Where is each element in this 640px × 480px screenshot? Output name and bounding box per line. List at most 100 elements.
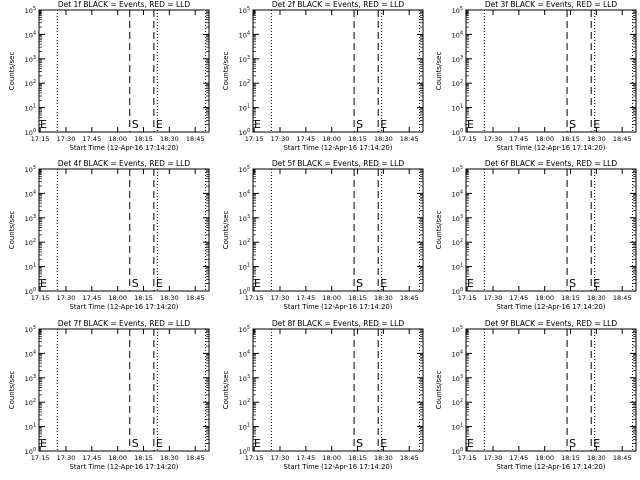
x-tick-label: 18:15 [134, 454, 153, 462]
marker-label-e: E [156, 118, 163, 131]
y-tick-label: 101 [239, 104, 250, 113]
y-axis-label: Counts/sec [8, 371, 16, 410]
y-tick-label: 105 [452, 325, 463, 334]
chart-title: Det 7f BLACK = Events, RED = LLD [58, 319, 191, 328]
y-axis-label: Counts/sec [222, 371, 230, 410]
marker-label-s: S [569, 277, 576, 290]
marker-label-e: E [467, 118, 474, 131]
y-tick-label: 102 [239, 398, 250, 407]
x-tick-label: 17:45 [509, 135, 528, 143]
y-tick-label: 105 [25, 165, 36, 174]
plot-frame [465, 9, 637, 133]
y-tick-label: 104 [452, 30, 463, 39]
x-tick-label: 17:30 [57, 294, 76, 302]
plot-frame [38, 9, 210, 133]
y-tick-label: 100 [452, 128, 463, 137]
x-tick-label: 18:30 [160, 454, 179, 462]
chart-title: Det 9f BLACK = Events, RED = LLD [485, 319, 618, 328]
plot-frame [252, 9, 424, 133]
y-axis-label: Counts/sec [435, 371, 443, 410]
y-tick-label: 104 [452, 189, 463, 198]
x-tick-label: 17:30 [484, 135, 503, 143]
x-axis-label: Start Time (12-Apr-16 17:14:20) [70, 463, 179, 471]
y-tick-label: 105 [239, 165, 250, 174]
x-tick-label: 18:00 [108, 454, 127, 462]
marker-label-s: S [132, 118, 139, 131]
detector-chart-8: Det 8f BLACK = Events, RED = LLD Counts/s… [222, 319, 424, 471]
x-tick-label: 17:15 [458, 294, 477, 302]
y-tick-label: 104 [239, 349, 250, 358]
y-axis-label: Counts/sec [222, 52, 230, 91]
plot-frame [252, 168, 424, 292]
y-tick-label: 104 [452, 349, 463, 358]
x-tick-label: 18:45 [400, 454, 419, 462]
x-tick-label: 17:15 [245, 294, 264, 302]
chart-title: Det 3f BLACK = Events, RED = LLD [485, 0, 618, 9]
x-tick-label: 18:30 [374, 454, 393, 462]
x-tick-label: 17:15 [31, 454, 50, 462]
x-tick-label: 18:30 [160, 135, 179, 143]
x-tick-label: 18:45 [186, 135, 205, 143]
y-tick-label: 103 [25, 214, 36, 223]
x-axis-label: Start Time (12-Apr-16 17:14:20) [70, 144, 179, 152]
marker-label-e: E [40, 277, 47, 290]
x-tick-label: 18:00 [535, 294, 554, 302]
marker-label-s: S [132, 437, 139, 450]
y-tick-label: 103 [239, 55, 250, 64]
y-tick-label: 100 [25, 128, 36, 137]
x-tick-label: 18:15 [561, 454, 580, 462]
x-tick-label: 17:45 [296, 294, 315, 302]
y-tick-label: 100 [452, 287, 463, 296]
marker-label-e: E [380, 437, 387, 450]
marker-label-e: E [254, 277, 261, 290]
detector-chart-1: Det 1f BLACK = Events, RED = LLD Counts/s… [8, 0, 210, 152]
x-tick-label: 18:30 [587, 454, 606, 462]
y-tick-label: 105 [239, 325, 250, 334]
marker-label-e: E [156, 277, 163, 290]
x-tick-label: 18:15 [348, 454, 367, 462]
x-tick-label: 18:00 [535, 454, 554, 462]
detector-chart-9: Det 9f BLACK = Events, RED = LLD Counts/s… [435, 319, 637, 471]
x-tick-label: 18:30 [374, 294, 393, 302]
y-tick-label: 105 [452, 6, 463, 15]
y-tick-label: 102 [452, 398, 463, 407]
x-tick-label: 17:45 [82, 294, 101, 302]
y-tick-label: 100 [239, 287, 250, 296]
y-tick-label: 101 [25, 423, 36, 432]
x-tick-label: 18:15 [134, 135, 153, 143]
marker-label-s: S [356, 118, 363, 131]
plot-frame [252, 328, 424, 452]
x-tick-label: 18:15 [561, 135, 580, 143]
y-tick-label: 100 [25, 447, 36, 456]
marker-label-e: E [593, 118, 600, 131]
y-tick-label: 103 [25, 374, 36, 383]
y-tick-label: 103 [452, 55, 463, 64]
x-axis-label: Start Time (12-Apr-16 17:14:20) [284, 303, 393, 311]
x-tick-label: 17:45 [82, 454, 101, 462]
plot-frame [465, 328, 637, 452]
x-tick-label: 18:45 [186, 294, 205, 302]
y-tick-label: 102 [239, 238, 250, 247]
y-tick-label: 102 [239, 79, 250, 88]
x-tick-label: 18:00 [535, 135, 554, 143]
x-tick-label: 18:15 [348, 294, 367, 302]
x-axis-label: Start Time (12-Apr-16 17:14:20) [284, 144, 393, 152]
marker-label-e: E [380, 277, 387, 290]
x-tick-label: 17:30 [271, 454, 290, 462]
x-tick-label: 17:15 [458, 135, 477, 143]
y-tick-label: 102 [452, 238, 463, 247]
x-tick-label: 18:30 [587, 294, 606, 302]
x-tick-label: 17:45 [82, 135, 101, 143]
marker-label-e: E [467, 277, 474, 290]
marker-label-s: S [569, 437, 576, 450]
x-tick-label: 18:45 [186, 454, 205, 462]
x-tick-label: 17:15 [245, 135, 264, 143]
detector-chart-6: Det 6f BLACK = Events, RED = LLD Counts/s… [435, 159, 637, 311]
y-axis-label: Counts/sec [8, 52, 16, 91]
y-tick-label: 100 [239, 128, 250, 137]
marker-label-e: E [593, 277, 600, 290]
marker-label-s: S [132, 277, 139, 290]
plot-frame [38, 168, 210, 292]
marker-label-e: E [40, 437, 47, 450]
